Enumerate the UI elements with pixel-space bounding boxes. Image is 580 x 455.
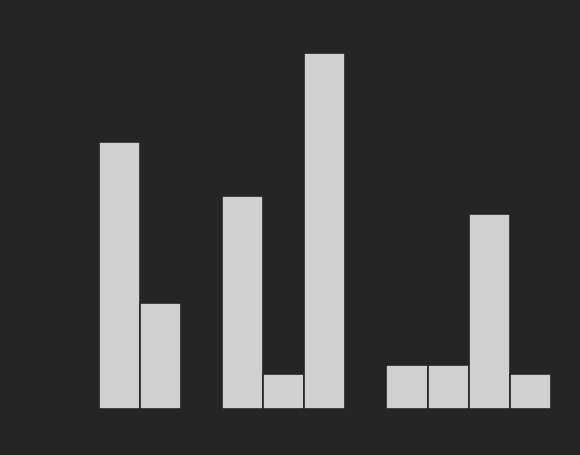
Bar [99,143,140,410]
Bar [304,54,345,410]
Bar [263,374,304,410]
Bar [386,365,427,410]
Bar [222,196,263,410]
Bar [140,303,181,410]
Bar [469,214,510,410]
Bar [510,374,551,410]
Bar [427,365,469,410]
